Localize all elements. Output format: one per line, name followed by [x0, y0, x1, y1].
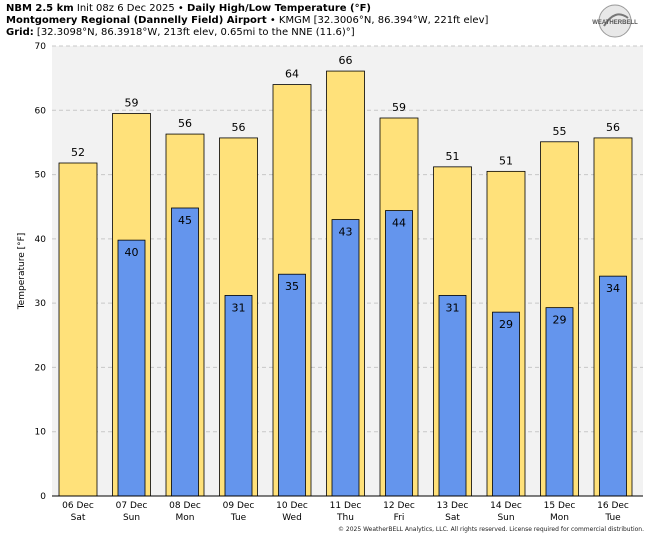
- x-tick-date: 13 Dec: [437, 501, 469, 511]
- low-value-label: 35: [285, 280, 299, 293]
- low-bars: [117, 207, 627, 497]
- x-tick-date: 09 Dec: [223, 501, 255, 511]
- y-tick-label: 50: [35, 171, 47, 181]
- x-tick-day: Sat: [445, 513, 460, 523]
- init-time: Init 08z 6 Dec 2025: [76, 3, 175, 14]
- grid-info: [32.3098°N, 86.3918°W, 213ft elev, 0.65m…: [36, 27, 355, 38]
- x-tick-date: 11 Dec: [330, 501, 362, 511]
- x-tick-day: Mon: [176, 513, 195, 523]
- x-tick-day: Sun: [497, 513, 514, 523]
- y-axis-label: Temperature [°F]: [17, 233, 27, 311]
- x-tick-day: Tue: [604, 513, 621, 523]
- x-tick-date: 06 Dec: [62, 501, 94, 511]
- low-value-label: 44: [392, 217, 406, 230]
- high-value-label: 59: [125, 97, 139, 110]
- x-tick-day: Fri: [394, 513, 405, 523]
- low-bar: [492, 311, 520, 497]
- y-tick-label: 60: [35, 106, 47, 116]
- x-tick-date: 12 Dec: [383, 501, 415, 511]
- separator: •: [269, 15, 276, 26]
- logo-text: WEATHERBELL: [592, 20, 638, 26]
- low-bar: [224, 295, 253, 497]
- high-value-label: 64: [285, 68, 299, 81]
- low-bar: [117, 239, 146, 497]
- low-value-label: 45: [178, 214, 192, 227]
- low-bar: [545, 307, 574, 497]
- low-value-label: 43: [339, 226, 353, 239]
- y-axis-ticks: 0 10 20 30 40 50 60 70: [35, 42, 47, 502]
- header-line-2: Montgomery Regional (Dannelly Field) Air…: [6, 15, 488, 27]
- model-name: NBM 2.5 km: [6, 3, 74, 14]
- low-value-label: 29: [553, 314, 567, 327]
- low-bar: [385, 210, 413, 497]
- data-labels: 52 59 40 56 45 56 31 64 35 66 43 59 44 51 31 51 29 55 29 56…: [71, 54, 620, 331]
- station-name: Montgomery Regional (Dannelly Field) Air…: [6, 15, 267, 26]
- x-axis-ticks: 06 Dec Sat 07 Dec Sun 08 Dec Mon 09 Dec Tue 10 D…: [62, 501, 629, 523]
- y-tick-label: 30: [35, 299, 47, 309]
- x-tick-day: Sat: [71, 513, 86, 523]
- high-value-label: 52: [71, 146, 85, 159]
- low-bar: [171, 207, 199, 497]
- high-value-label: 56: [178, 117, 192, 130]
- low-value-label: 34: [606, 282, 620, 295]
- y-tick-label: 20: [35, 363, 47, 373]
- x-tick-date: 15 Dec: [544, 501, 576, 511]
- low-bar: [331, 219, 360, 497]
- swirl-arc: [603, 13, 629, 27]
- low-value-label: 31: [232, 301, 246, 314]
- y-tick-label: 0: [40, 492, 46, 502]
- weatherbell-swirl-icon: [598, 4, 632, 38]
- x-tick-date: 08 Dec: [169, 501, 201, 511]
- x-tick-day: Tue: [230, 513, 247, 523]
- weatherbell-logo: WEATHERBELL: [592, 4, 638, 38]
- low-bar: [438, 295, 467, 497]
- x-tick-date: 16 Dec: [597, 501, 629, 511]
- y-tick-label: 10: [35, 428, 47, 438]
- x-tick-date: 10 Dec: [276, 501, 308, 511]
- y-tick-label: 70: [35, 42, 47, 52]
- high-value-label: 51: [499, 154, 513, 167]
- high-bar: [58, 162, 98, 497]
- x-tick-date: 07 Dec: [116, 501, 148, 511]
- x-tick-date: 14 Dec: [490, 501, 522, 511]
- station-info: KMGM [32.3006°N, 86.394°W, 221ft elev]: [278, 15, 489, 26]
- high-value-label: 56: [606, 121, 620, 134]
- high-value-label: 59: [392, 101, 406, 114]
- separator: •: [177, 3, 184, 14]
- header-line-1: NBM 2.5 km Init 08z 6 Dec 2025 • Daily H…: [6, 3, 371, 15]
- grid-label: Grid:: [6, 27, 34, 38]
- low-value-label: 29: [499, 318, 513, 331]
- x-tick-day: Sun: [123, 513, 140, 523]
- x-tick-day: Thu: [336, 513, 354, 523]
- y-tick-label: 40: [35, 235, 47, 245]
- product-name: Daily High/Low Temperature (°F): [187, 3, 371, 14]
- header-line-3: Grid: [32.3098°N, 86.3918°W, 213ft elev,…: [6, 27, 355, 39]
- high-value-label: 51: [446, 150, 460, 163]
- x-tick-day: Wed: [282, 513, 302, 523]
- low-bar: [599, 275, 627, 497]
- high-value-label: 55: [553, 125, 567, 138]
- low-bar: [278, 273, 306, 497]
- high-value-label: 56: [232, 121, 246, 134]
- x-tick-day: Mon: [550, 513, 569, 523]
- low-value-label: 40: [125, 246, 139, 259]
- low-value-label: 31: [446, 301, 460, 314]
- copyright-footer: © 2025 WeatherBELL Analytics, LLC. All r…: [338, 526, 644, 533]
- high-value-label: 66: [339, 54, 353, 67]
